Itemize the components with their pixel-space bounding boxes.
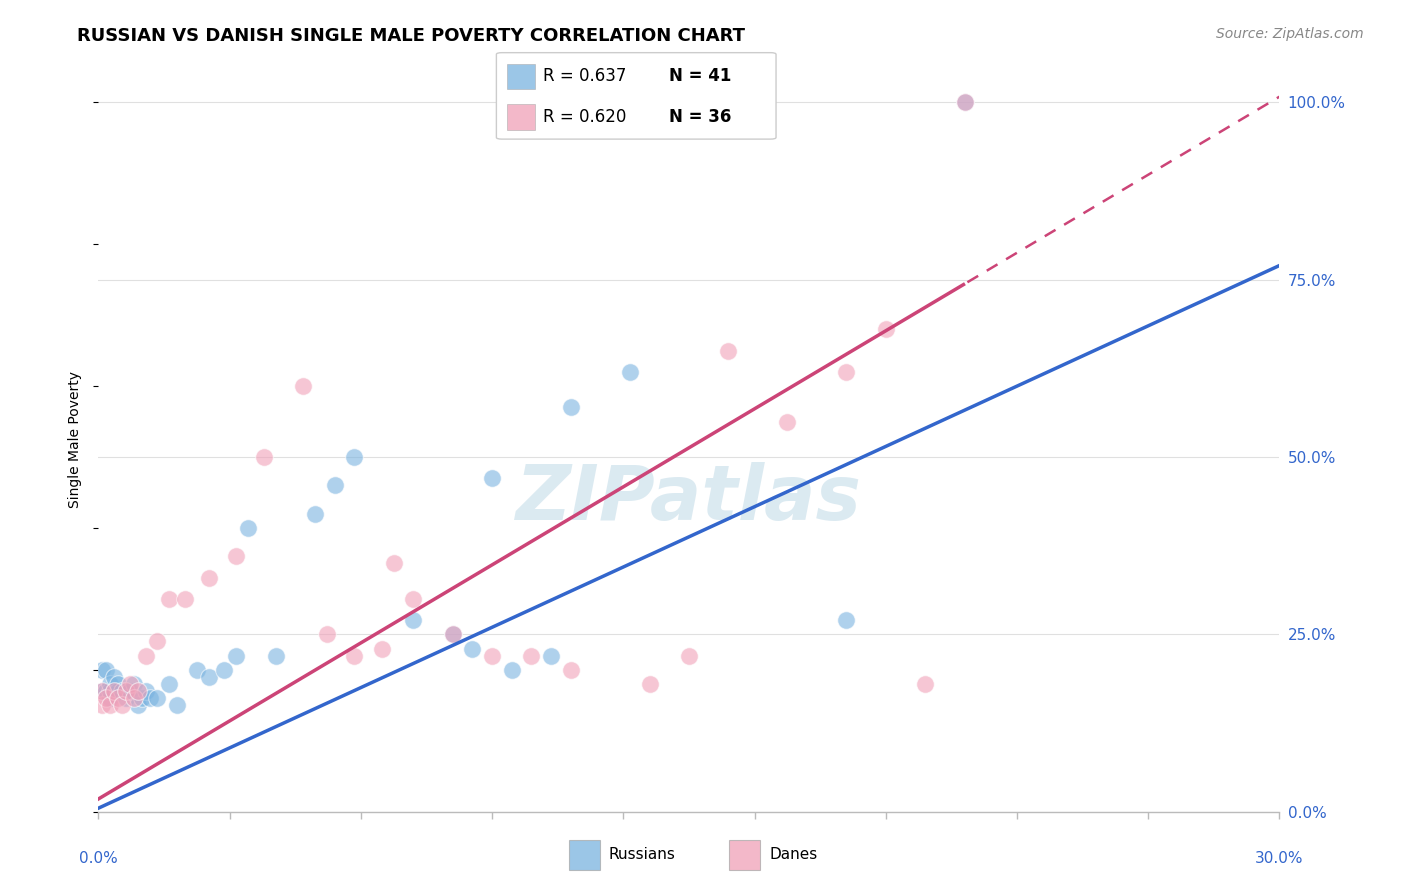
- Point: [103, 684, 125, 698]
- Point: [481, 648, 503, 663]
- Point: [214, 663, 236, 677]
- Point: [118, 684, 141, 698]
- Point: [96, 684, 118, 698]
- Text: 0.0%: 0.0%: [79, 851, 118, 865]
- Point: [315, 627, 337, 641]
- Point: [520, 648, 543, 663]
- Point: [953, 95, 976, 110]
- Point: [402, 613, 425, 627]
- Point: [875, 322, 897, 336]
- Point: [96, 663, 118, 677]
- Bar: [508, 104, 534, 130]
- Point: [91, 663, 114, 677]
- Point: [197, 670, 219, 684]
- Point: [146, 634, 169, 648]
- Bar: [730, 840, 761, 870]
- Point: [127, 698, 149, 713]
- Point: [98, 698, 121, 713]
- Point: [264, 648, 287, 663]
- Point: [91, 684, 114, 698]
- Point: [441, 627, 464, 641]
- Point: [107, 684, 129, 698]
- Point: [382, 557, 405, 571]
- Point: [835, 613, 858, 627]
- Point: [138, 691, 160, 706]
- Text: Source: ZipAtlas.com: Source: ZipAtlas.com: [1216, 27, 1364, 41]
- Point: [501, 663, 523, 677]
- Point: [560, 401, 582, 415]
- Point: [225, 549, 247, 564]
- Point: [619, 365, 641, 379]
- Point: [98, 684, 121, 698]
- Point: [776, 415, 799, 429]
- Point: [115, 684, 138, 698]
- Text: RUSSIAN VS DANISH SINGLE MALE POVERTY CORRELATION CHART: RUSSIAN VS DANISH SINGLE MALE POVERTY CO…: [77, 27, 745, 45]
- Point: [103, 670, 125, 684]
- Point: [717, 343, 740, 358]
- Point: [107, 677, 129, 691]
- Point: [135, 684, 157, 698]
- Point: [98, 677, 121, 691]
- Text: N = 36: N = 36: [669, 108, 731, 126]
- Point: [166, 698, 188, 713]
- Point: [402, 591, 425, 606]
- Point: [91, 698, 114, 713]
- Bar: [568, 840, 599, 870]
- Point: [461, 641, 484, 656]
- Point: [292, 379, 315, 393]
- Text: Danes: Danes: [769, 847, 818, 862]
- Point: [914, 677, 936, 691]
- Point: [236, 521, 259, 535]
- Y-axis label: Single Male Poverty: Single Male Poverty: [69, 371, 83, 508]
- Point: [111, 684, 134, 698]
- Point: [371, 641, 394, 656]
- Point: [323, 478, 346, 492]
- Point: [157, 591, 180, 606]
- Text: ZIPatlas: ZIPatlas: [516, 462, 862, 536]
- Point: [157, 677, 180, 691]
- Point: [540, 648, 562, 663]
- Text: Russians: Russians: [609, 847, 676, 862]
- Point: [91, 684, 114, 698]
- Point: [343, 450, 366, 464]
- Point: [186, 663, 208, 677]
- Point: [343, 648, 366, 663]
- Point: [174, 591, 197, 606]
- Point: [835, 365, 858, 379]
- Point: [481, 471, 503, 485]
- Point: [560, 663, 582, 677]
- Bar: [508, 63, 534, 89]
- Point: [678, 648, 700, 663]
- Text: 30.0%: 30.0%: [1256, 851, 1303, 865]
- Point: [146, 691, 169, 706]
- Point: [441, 627, 464, 641]
- Text: R = 0.620: R = 0.620: [543, 108, 626, 126]
- Point: [118, 677, 141, 691]
- Point: [135, 648, 157, 663]
- FancyBboxPatch shape: [496, 53, 776, 139]
- Point: [127, 684, 149, 698]
- Point: [304, 507, 326, 521]
- Point: [96, 691, 118, 706]
- Point: [98, 691, 121, 706]
- Point: [253, 450, 276, 464]
- Point: [115, 691, 138, 706]
- Point: [103, 684, 125, 698]
- Point: [122, 691, 145, 706]
- Text: N = 41: N = 41: [669, 68, 731, 86]
- Point: [638, 677, 661, 691]
- Text: R = 0.637: R = 0.637: [543, 68, 626, 86]
- Point: [107, 691, 129, 706]
- Point: [197, 571, 219, 585]
- Point: [953, 95, 976, 110]
- Point: [122, 677, 145, 691]
- Point: [111, 698, 134, 713]
- Point: [131, 691, 153, 706]
- Point: [225, 648, 247, 663]
